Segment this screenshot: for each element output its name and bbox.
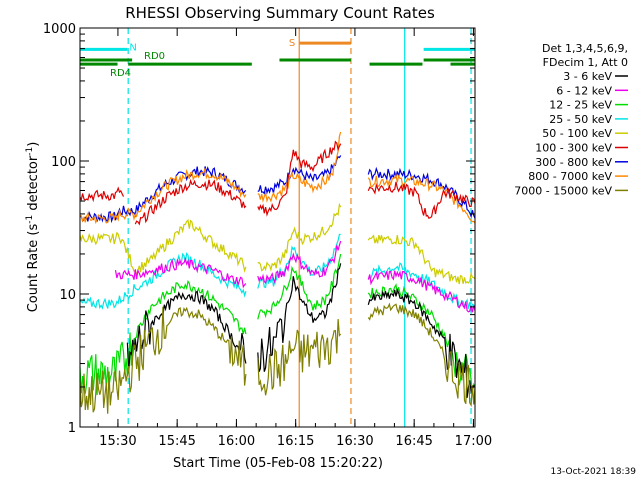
series-line [257, 253, 342, 320]
generation-timestamp: 13-Oct-2021 18:39 [551, 467, 637, 477]
y-tick-label: 100 [51, 155, 76, 170]
legend-entry-label: 25 - 50 keV [549, 113, 612, 126]
x-axis-title: Start Time (05-Feb-08 15:20:22) [173, 456, 383, 471]
y-tick-label: 1000 [43, 22, 76, 37]
legend-entry-label: 300 - 800 keV [535, 156, 612, 169]
chart-title: RHESSI Observing Summary Count Rates [125, 4, 435, 22]
legend-entry-label: 7000 - 15000 keV [514, 184, 612, 197]
x-tick-label: 16:00 [218, 434, 255, 449]
series-line [257, 155, 342, 195]
legend-entry-label: 6 - 12 keV [556, 84, 612, 97]
instrument-state-bars: N RD0 RD4 S [80, 38, 475, 79]
series-line [257, 140, 342, 217]
x-tick-label: 15:30 [99, 434, 136, 449]
legend-entry-label: 3 - 6 keV [563, 70, 612, 83]
series-line [79, 279, 247, 396]
series-line [79, 251, 247, 310]
series-line [367, 181, 476, 219]
series-line [257, 263, 342, 372]
legend-header-line-2: FDecim 1, Att 0 [543, 56, 628, 69]
series-line [79, 168, 247, 225]
series-line [134, 178, 247, 226]
plot-frame [79, 27, 476, 428]
series-line [257, 131, 342, 203]
series-line [79, 218, 247, 278]
legend-entry-label: 12 - 25 keV [549, 99, 612, 112]
series-line [367, 234, 476, 285]
x-tick-label: 16:15 [277, 434, 314, 449]
series-line [126, 290, 247, 374]
series-line [257, 319, 342, 396]
state-bar-label: S [289, 38, 295, 49]
y-axis-title: Count Rate (s-1 detector-1) [25, 142, 41, 313]
series-line [257, 233, 341, 289]
series-line [367, 287, 476, 398]
x-tick-label: 16:45 [395, 434, 432, 449]
series-line [367, 302, 476, 408]
series-lines [79, 131, 476, 414]
series-line [367, 270, 476, 313]
legend-entry-label: 100 - 300 keV [535, 142, 612, 155]
series-line [257, 240, 342, 285]
x-tick-label: 16:30 [336, 434, 373, 449]
legend-header-line-1: Det 1,3,4,5,6,9, [542, 42, 628, 55]
series-line [79, 306, 247, 414]
legend-entry-label: 800 - 7000 keV [528, 170, 612, 183]
series-line [257, 202, 342, 273]
y-tick-label: 1 [68, 421, 76, 436]
series-line [114, 256, 247, 289]
x-tick-label: 15:45 [158, 434, 195, 449]
y-axis-ticks: 1 10 100 1000 [43, 22, 475, 436]
series-line [367, 173, 476, 224]
legend: Det 1,3,4,5,6,9, FDecim 1, Att 0 3 - 6 k… [514, 42, 628, 197]
series-line [79, 186, 125, 203]
state-bar-label: RD0 [144, 51, 165, 62]
x-axis-ticks: 15:30 15:45 16:00 16:15 16:30 16:45 17:00 [97, 28, 492, 449]
y-tick-label: 10 [59, 288, 76, 303]
series-line [367, 166, 476, 219]
state-bar-label: RD4 [110, 68, 131, 79]
state-bar-label: N [129, 42, 136, 53]
x-tick-label: 17:00 [455, 434, 492, 449]
legend-entry-label: 50 - 100 keV [542, 127, 612, 140]
